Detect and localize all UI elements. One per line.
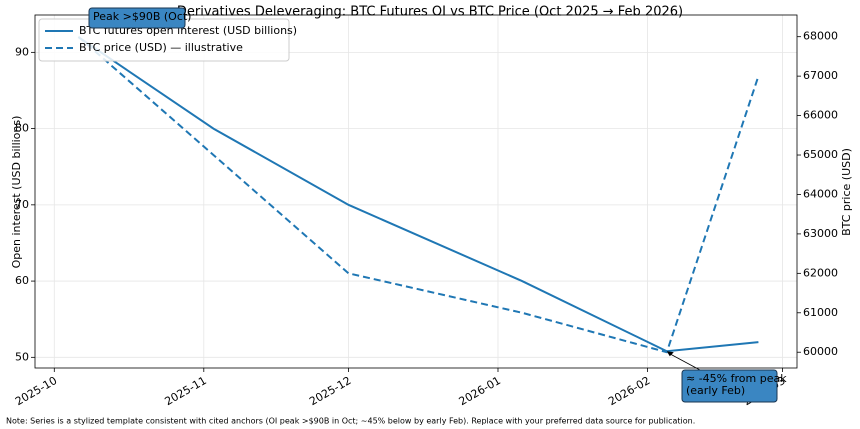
y2-tick-label: 63000 (803, 227, 838, 240)
y2-tick-label: 61000 (803, 306, 838, 319)
y-tick-label: 90 (15, 45, 29, 58)
y2-axis-label: BTC price (USD) (840, 148, 853, 236)
y2-tick-label: 62000 (803, 266, 838, 279)
plot-frame (34, 14, 798, 369)
y-tick-label: 60 (15, 274, 29, 287)
annotation-box (88, 7, 186, 29)
y2-tick-label: 65000 (803, 148, 838, 161)
x-tick-label: 2025-10 (13, 374, 59, 408)
y-tick-label: 70 (15, 198, 29, 211)
y2-tick-label: 68000 (803, 30, 838, 43)
footnote: Note: Series is a stylized template cons… (6, 417, 695, 426)
legend: BTC futures open interest (USD billions)… (38, 18, 297, 62)
arrow-head (666, 351, 674, 357)
y2-tick-label: 64000 (803, 187, 838, 200)
x-tick-label: 2025-11 (162, 374, 208, 408)
x-tick-label: 2025-12 (307, 374, 353, 408)
series-line (77, 35, 760, 354)
x-tick-label: 2026-01 (457, 374, 503, 408)
annotation-box (681, 369, 778, 403)
x-tick-label: 2026-02 (606, 374, 652, 408)
annotation-arrow (668, 352, 701, 371)
y-axis-label: Open interest (USD billions) (10, 116, 23, 269)
y2-tick-label: 66000 (803, 109, 838, 122)
y2-tick-label: 67000 (803, 69, 838, 82)
legend-label: BTC price (USD) — illustrative (79, 41, 243, 54)
y-tick-label: 80 (15, 122, 29, 135)
annotation-text: ≈ -45% from peak (686, 372, 787, 385)
y2-tick-label: 60000 (803, 345, 838, 358)
annotation-text: (early Feb) (686, 384, 745, 397)
annotation-text: Peak >$90B (Oct) (93, 10, 191, 23)
chart-title: Derivatives Deleveraging: BTC Futures OI… (177, 5, 683, 20)
series-line (77, 36, 759, 353)
y-tick-label: 50 (15, 350, 29, 363)
